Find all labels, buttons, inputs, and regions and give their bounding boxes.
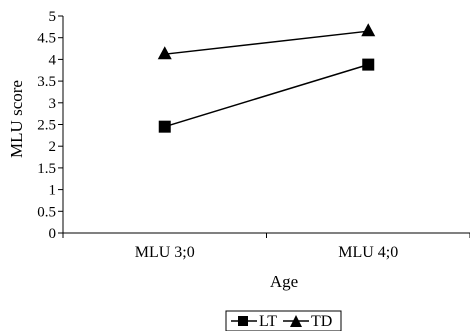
series-lt-point (362, 58, 375, 71)
y-tick-label: 2.5 (37, 118, 56, 134)
y-tick-label: 0.5 (37, 204, 56, 220)
legend-td-label: TD (311, 313, 332, 330)
y-tick-label: 3 (49, 96, 57, 112)
x-tick-label: MLU 4;0 (338, 244, 398, 261)
x-tick-label: MLU 3;0 (135, 244, 195, 261)
y-axis-title: MLU score (7, 80, 26, 158)
series-td-line (164, 30, 369, 55)
y-tick-label: 1.5 (37, 161, 56, 177)
y-tick-label: 4.5 (37, 31, 56, 47)
series-lt-point (158, 120, 171, 133)
x-axis: MLU 3;0 MLU 4;0 (62, 232, 470, 261)
y-tick-label: 2 (49, 139, 57, 155)
legend-lt-label: LT (259, 313, 277, 330)
series-lt-line (164, 63, 369, 128)
series-td-point (157, 46, 172, 60)
legend: LT TD (225, 310, 342, 331)
y-tick-label: 0 (49, 226, 57, 242)
legend-td-triangle-marker (290, 315, 302, 327)
legend-lt-square-marker (238, 316, 248, 326)
y-axis: 0 0.5 1 1.5 2 2.5 3 3.5 4 4.5 5 (37, 9, 64, 242)
y-tick-label: 5 (49, 9, 57, 25)
series-td-point (361, 23, 376, 37)
y-tick-label: 3.5 (37, 74, 56, 90)
y-tick-label: 4 (49, 52, 57, 68)
x-axis-title: Age (270, 272, 298, 291)
y-tick-label: 1 (49, 183, 57, 199)
series-layer (157, 23, 376, 133)
